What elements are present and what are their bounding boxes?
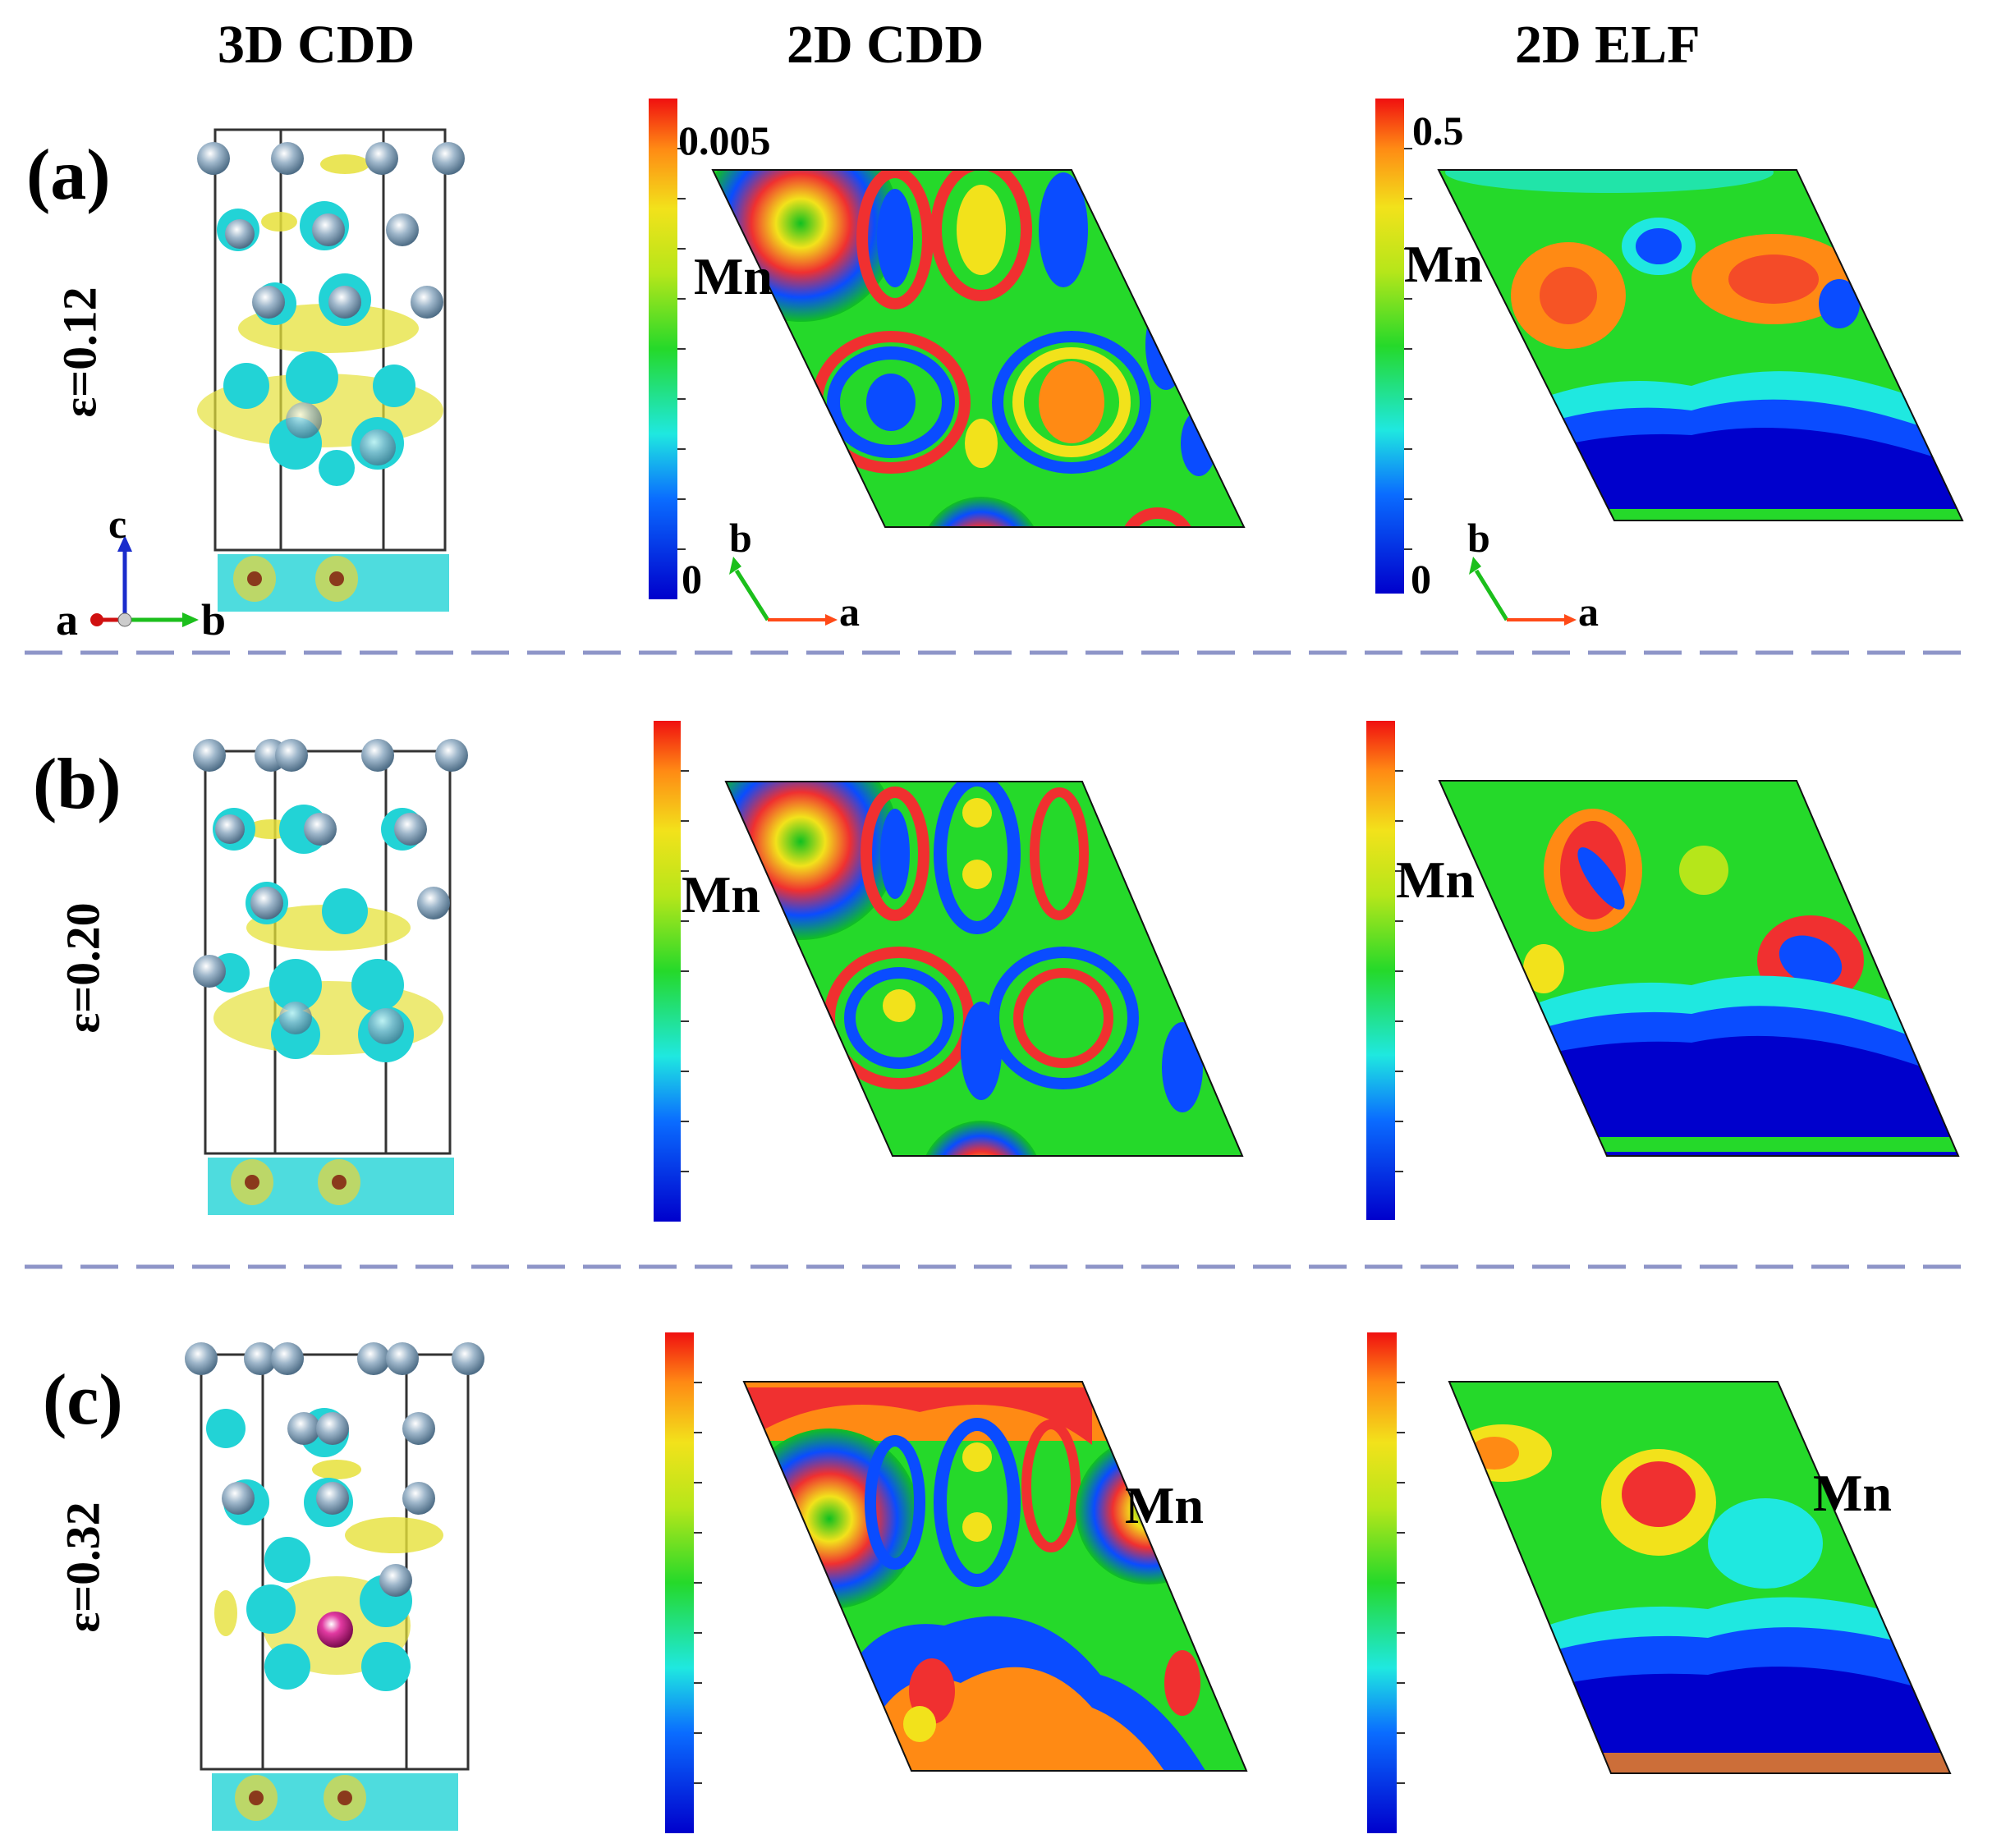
panel-label-b: (b) (33, 745, 122, 824)
mn-label-elf-b: Mn (1396, 851, 1475, 909)
cdd-map-b-frame (724, 781, 1244, 1157)
structure-3d-a (197, 128, 465, 612)
cdd-map-a (713, 170, 1244, 527)
mn-label-cdd-b: Mn (682, 865, 760, 924)
axes-indicator (90, 535, 199, 627)
elf-min-label: 0 (1411, 556, 1431, 602)
elf-map-b (1439, 781, 1958, 1156)
elf-map-a-frame (1437, 169, 1964, 521)
cdd-min-label: 0 (682, 556, 702, 602)
elf-map-c (1449, 1382, 1950, 1773)
colorbar-cdd-a (649, 99, 677, 599)
strain-label-b: ε=0.20 (56, 902, 110, 1034)
structure-3d-c (185, 1342, 484, 1831)
elf-map-c-frame (1448, 1381, 1952, 1774)
inplane-elf-b-label: b (1467, 515, 1490, 561)
panel-label-a: (a) (26, 135, 111, 215)
header-2d-elf: 2D ELF (1515, 15, 1701, 75)
structure-3d-b (193, 739, 468, 1215)
cdd-map-b (726, 782, 1242, 1156)
inplane-axes-cdd (729, 557, 838, 626)
inplane-cdd-b-label: b (729, 515, 752, 561)
mn-label-cdd-a: Mn (694, 247, 773, 305)
colorbar-elf-c (1367, 1332, 1397, 1833)
cdd-map-a-frame (711, 169, 1246, 528)
panel-label-c: (c) (43, 1360, 123, 1440)
inplane-elf-a-label: a (1578, 589, 1599, 635)
colorbar-ticks (677, 148, 1412, 1784)
cdd-map-c (744, 1382, 1246, 1771)
colorbar-cdd-b (654, 721, 681, 1222)
strain-label-a: ε=0.12 (53, 287, 107, 418)
axis-label-c: c (108, 501, 127, 547)
colorbar-cdd-c (665, 1332, 694, 1833)
mn-label-elf-c: Mn (1813, 1464, 1892, 1522)
cdd-map-c-frame (742, 1381, 1248, 1772)
elf-max-label: 0.5 (1412, 108, 1464, 154)
elf-map-a (1439, 170, 1962, 520)
mn-label-elf-a: Mn (1404, 235, 1483, 293)
axis-label-b: b (201, 595, 227, 644)
colorbar-elf-b (1366, 721, 1395, 1220)
colorbar-elf-a (1375, 99, 1404, 594)
cdd-max-label: 0.005 (678, 117, 771, 163)
inplane-cdd-a-label: a (839, 589, 860, 635)
mn-label-cdd-c: Mn (1125, 1476, 1204, 1534)
header-3d-cdd: 3D CDD (218, 15, 415, 75)
header-2d-cdd: 2D CDD (787, 15, 985, 75)
axis-label-a: a (56, 595, 78, 644)
strain-label-c: ε=0.32 (56, 1502, 110, 1633)
elf-map-b-frame (1438, 780, 1960, 1157)
inplane-axes-elf (1469, 557, 1577, 626)
